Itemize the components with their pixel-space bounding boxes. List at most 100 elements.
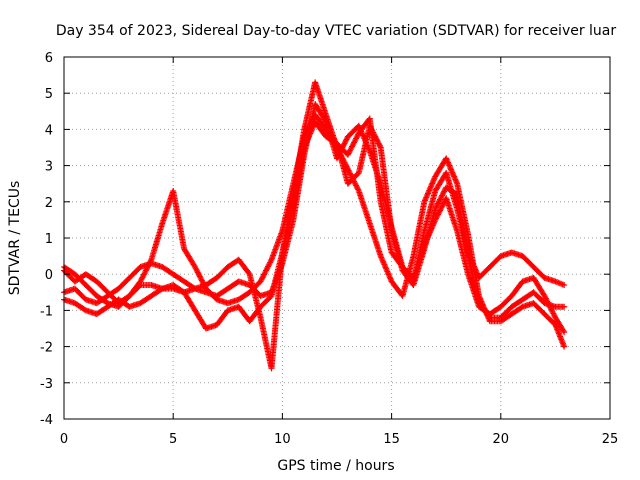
data-point [139,274,146,281]
data-point [432,206,439,213]
data-point [438,193,445,200]
data-point [543,296,550,303]
data-point [196,273,203,280]
data-point [437,207,444,214]
data-point [342,137,349,144]
data-point [347,146,354,153]
data-point [194,268,201,275]
data-point [353,182,360,189]
data-point [435,211,442,218]
y-tick-label: 5 [45,87,53,102]
data-point [138,277,145,284]
data-point [198,277,205,284]
data-point [434,201,441,208]
data-point [433,203,440,210]
data-point [434,212,441,219]
y-tick-label: -2 [40,341,53,356]
data-point [373,136,380,143]
data-point [355,186,362,193]
data-point [371,132,378,139]
data-point [140,273,147,280]
data-point [542,294,549,301]
data-point [265,262,272,269]
y-axis-label: SDTVAR / TECUs [7,181,23,296]
data-point [348,144,355,151]
data-point [375,140,382,147]
data-point [345,150,352,157]
data-point [267,259,274,266]
data-point [138,275,145,282]
data-point [439,203,446,210]
x-tick-label: 25 [602,432,619,447]
data-point [374,139,381,146]
data-point [266,260,273,267]
data-point [439,191,446,198]
data-point [346,147,353,154]
data-point [441,188,448,195]
data-point [354,185,361,192]
data-point [372,133,379,140]
chart-title: Day 354 of 2023, Sidereal Day-to-day VTE… [56,23,617,39]
series-track-c [61,111,568,307]
data-point [354,132,361,139]
data-point [351,138,358,145]
data-point [137,278,144,285]
data-point [368,126,375,133]
data-point [142,268,149,275]
x-axis-label: GPS time / hours [277,458,394,474]
data-point [344,166,351,173]
y-tick-label: 1 [45,232,53,247]
data-point [341,140,348,147]
data-point [192,265,199,272]
data-point [265,263,272,270]
data-point [435,199,442,206]
data-point [303,128,310,135]
data-point [262,268,269,275]
data-point [561,282,568,289]
data-point [259,274,266,281]
data-point [550,310,557,317]
y-tick-label: 6 [45,51,53,66]
data-point [264,264,271,271]
data-point [245,269,252,276]
data-point [560,327,567,334]
data-points [61,79,568,372]
data-point [349,142,356,149]
data-point [199,278,206,285]
data-point [350,140,357,147]
data-point [142,267,149,274]
data-point [437,195,444,202]
data-point [192,263,199,270]
data-point [353,135,360,142]
data-point [194,269,201,276]
y-tick-label: 2 [45,196,53,211]
data-point [541,292,548,299]
series-track-a [61,101,568,336]
data-point [347,171,354,178]
data-point [305,125,312,132]
data-point [437,206,444,213]
data-point [193,266,200,273]
x-tick-label: 5 [169,432,177,447]
y-tick-label: 3 [45,160,53,175]
data-point [260,273,267,280]
data-point [366,122,373,129]
data-point [352,136,359,143]
data-point [197,274,204,281]
data-point [439,192,446,199]
data-point [432,204,439,211]
data-point [436,197,443,204]
data-point [369,128,376,135]
y-tick-label: -4 [40,413,53,428]
y-tick-label: -1 [40,304,53,319]
data-point [435,200,442,207]
data-point [438,204,445,211]
data-point [196,272,203,279]
data-point [258,277,265,284]
data-point [344,151,351,158]
data-point [304,126,311,133]
axis-ticks: 0 5 10 15 20 25 -4 -3 -2 -1 0 1 2 3 4 5 6 [40,51,618,447]
data-point [140,271,147,278]
data-point [345,167,352,174]
